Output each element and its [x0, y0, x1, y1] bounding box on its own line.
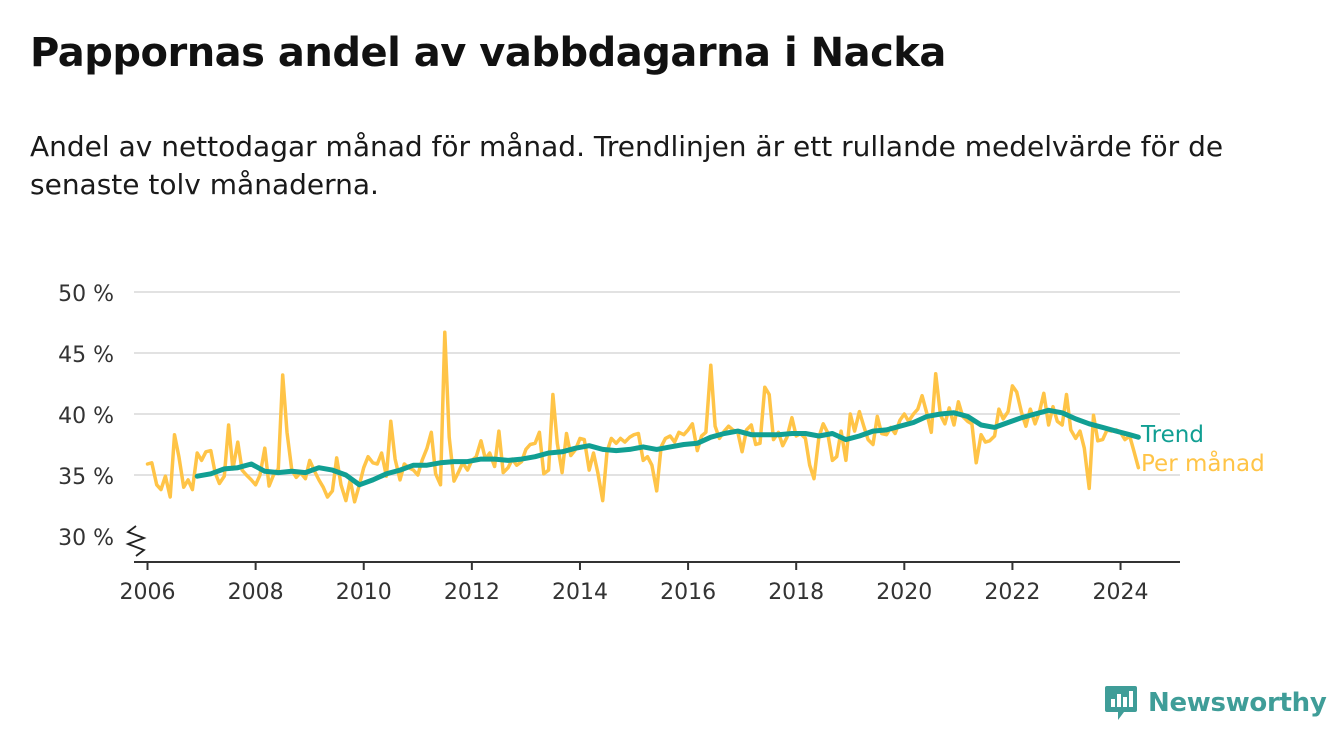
y-tick-label: 40 %: [58, 404, 114, 429]
series-line-per-manad: [145, 330, 1141, 504]
series-end-label: Trend: [1140, 422, 1204, 448]
x-tick-label: 2024: [1093, 580, 1149, 605]
y-axis-tick-labels: 30 % 35 % 40 % 45 % 50 %: [58, 282, 114, 551]
y-tick-label: 45 %: [58, 343, 114, 368]
newsworthy-logo-icon: [1105, 686, 1137, 720]
x-tick-label: 2006: [120, 580, 176, 605]
chart-subtitle: Andel av nettodagar månad för månad. Tre…: [30, 130, 1224, 201]
x-axis: [125, 525, 1180, 570]
series-end-label: Per månad: [1141, 449, 1265, 477]
chart-title: Pappornas andel av vabbdagarna i Nacka: [30, 30, 946, 76]
axis-break-icon: [125, 525, 147, 557]
gridlines: [134, 291, 1180, 476]
x-tick-label: 2014: [552, 580, 608, 605]
brand-logo: Newsworthy: [1104, 684, 1327, 722]
brand-name: Newsworthy: [1148, 688, 1327, 718]
y-tick-label: 35 %: [58, 465, 114, 490]
y-tick-label: 50 %: [58, 282, 114, 307]
x-tick-label: 2016: [660, 580, 716, 605]
series-lines: [145, 330, 1141, 504]
x-axis-tick-labels: 2006 2008 2010 2012 2014 2016 2018 2020 2022 2024: [120, 580, 1149, 605]
x-tick-label: 2018: [768, 580, 824, 605]
x-tick-label: 2020: [876, 580, 932, 605]
x-tick-label: 2012: [444, 580, 500, 605]
x-tick-label: 2008: [228, 580, 284, 605]
y-tick-label: 30 %: [58, 526, 114, 551]
series-line-trend: [194, 407, 1141, 488]
x-tick-label: 2022: [984, 580, 1040, 605]
x-tick-label: 2010: [336, 580, 392, 605]
